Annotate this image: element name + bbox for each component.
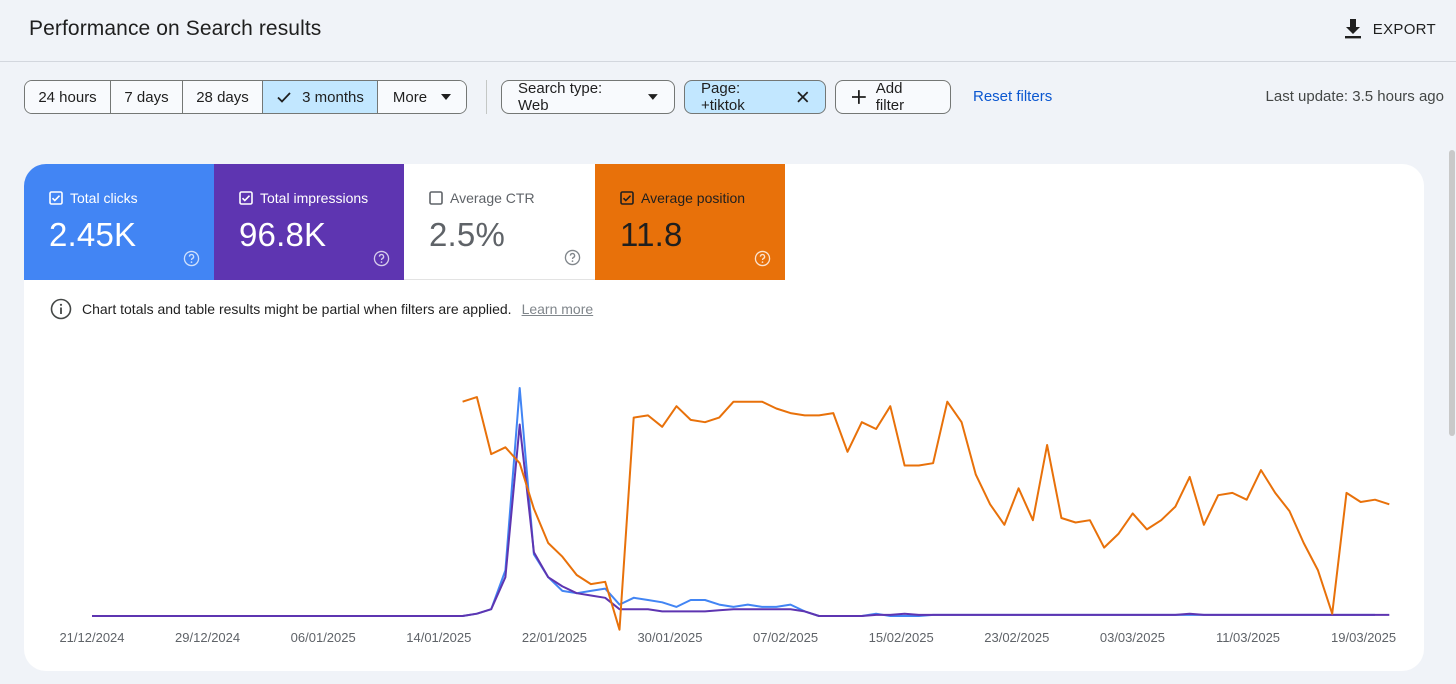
x-tick-label: 30/01/2025 [637,630,702,645]
series-line-total-impressions [92,423,1390,617]
page-title: Performance on Search results [29,17,322,40]
range-3-months[interactable]: 3 months [263,81,378,113]
add-filter-label: Add filter [875,80,905,114]
plus-icon [852,90,866,104]
page-filter-chip[interactable]: Page: +tiktok [684,80,826,114]
export-button[interactable]: EXPORT [1343,16,1436,42]
range-28-days[interactable]: 28 days [183,81,263,113]
filter-divider [486,80,487,114]
metric-value: 11.8 [620,216,683,253]
range-7-days[interactable]: 7 days [111,81,183,113]
x-tick-label: 22/01/2025 [522,630,587,645]
add-filter-button[interactable]: Add filter [835,80,951,114]
x-tick-label: 07/02/2025 [753,630,818,645]
x-tick-label: 23/02/2025 [984,630,1049,645]
partial-data-notice: Chart totals and table results might be … [50,298,593,320]
metric-label: Total impressions [260,190,369,206]
x-tick-label: 15/02/2025 [869,630,934,645]
performance-card: Total clicks 2.45K Total impressions 96.… [24,164,1424,671]
range-label: More [392,88,428,106]
search-type-dropdown[interactable]: Search type: Web [501,80,675,114]
metric-label: Total clicks [70,190,138,206]
metric-average-ctr[interactable]: Average CTR 2.5% [404,164,595,280]
filter-bar: 24 hours 7 days 28 days 3 months More Se… [24,80,1444,114]
range-label: 28 days [196,88,249,106]
reset-filters-link[interactable]: Reset filters [973,88,1053,105]
metric-total-impressions[interactable]: Total impressions 96.8K [214,164,404,280]
date-range-selector: 24 hours 7 days 28 days 3 months More [24,80,467,114]
range-label: 7 days [124,88,169,106]
checkbox-checked-icon[interactable] [620,191,634,205]
metric-label: Average CTR [450,190,535,206]
help-icon[interactable] [754,250,771,267]
checkbox-checked-icon[interactable] [239,191,253,205]
metric-average-position[interactable]: Average position 11.8 [595,164,785,280]
checkbox-checked-icon[interactable] [49,191,63,205]
x-tick-label: 29/12/2024 [175,630,240,645]
x-tick-label: 11/03/2025 [1216,630,1280,645]
x-tick-label: 21/12/2024 [59,630,124,645]
x-tick-label: 03/03/2025 [1100,630,1165,645]
caret-down-icon [648,94,658,100]
help-icon[interactable] [564,249,581,266]
metric-value: 96.8K [239,216,327,253]
metric-total-clicks[interactable]: Total clicks 2.45K [24,164,214,280]
learn-more-link[interactable]: Learn more [521,301,594,317]
page-header: Performance on Search results EXPORT [0,0,1456,62]
metric-label: Average position [641,190,746,206]
x-tick-label: 06/01/2025 [291,630,356,645]
help-icon[interactable] [373,250,390,267]
download-icon [1344,19,1361,39]
x-tick-label: 14/01/2025 [406,630,471,645]
series-line-total-clicks [92,387,1375,617]
metric-value: 2.5% [429,216,506,253]
page-filter-label: Page: +tiktok [701,80,745,114]
x-tick-label: 19/03/2025 [1331,630,1396,645]
info-icon [50,298,72,320]
range-label: 3 months [302,88,364,106]
metric-value: 2.45K [49,216,137,253]
range-label: 24 hours [38,88,97,106]
close-icon[interactable] [797,91,809,103]
range-more-dropdown[interactable]: More [378,81,466,113]
metric-tiles: Total clicks 2.45K Total impressions 96.… [24,164,785,280]
series-line-average-position [462,396,1390,631]
help-icon[interactable] [183,250,200,267]
check-icon [277,92,291,103]
checkbox-unchecked-icon[interactable] [429,191,443,205]
caret-down-icon [441,94,452,100]
scrollbar-thumb[interactable] [1449,150,1455,436]
notice-text: Chart totals and table results might be … [82,301,512,317]
range-24-hours[interactable]: 24 hours [25,81,111,113]
last-update-text: Last update: 3.5 hours ago [1265,88,1444,105]
export-label: EXPORT [1372,20,1436,38]
search-type-label: Search type: Web [518,80,603,114]
